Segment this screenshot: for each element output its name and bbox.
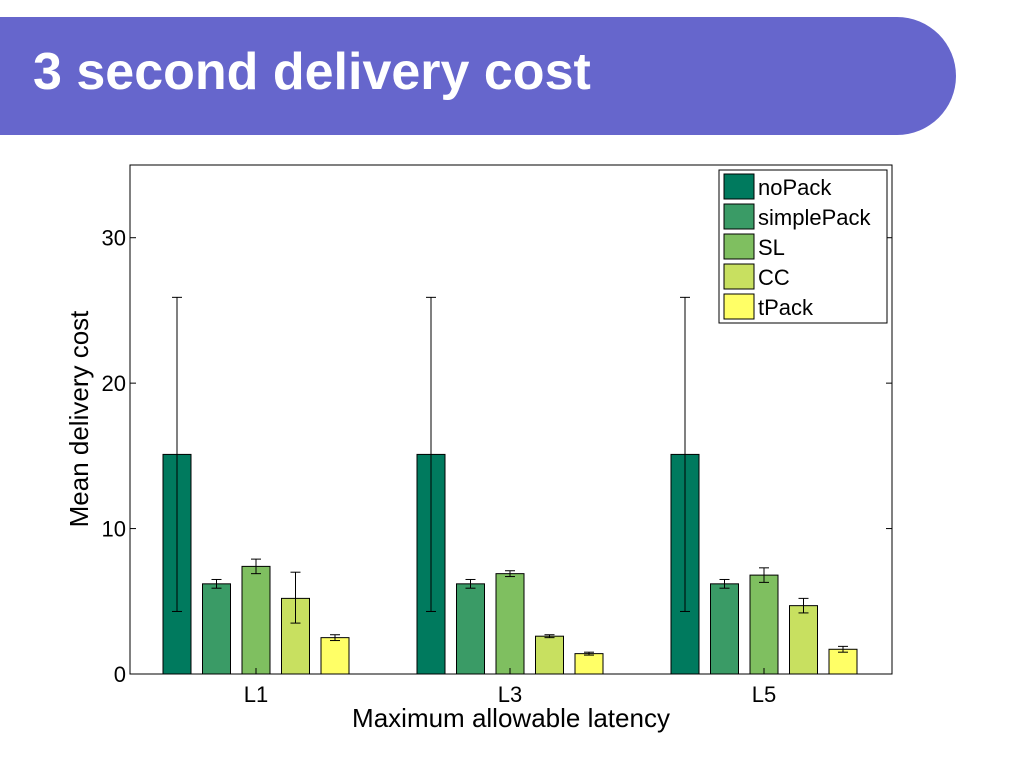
legend-swatch-CC (723, 263, 755, 290)
x-tick-label: L1 (244, 682, 268, 707)
bar-tPack-L3 (574, 653, 604, 675)
bar-CC-L5 (789, 605, 818, 675)
legend-swatch-noPack (723, 173, 755, 200)
bar-simplePack-L1 (202, 583, 231, 675)
legend-label-SL: SL (758, 235, 785, 260)
x-axis-label: Maximum allowable latency (352, 703, 670, 733)
bar-CC-L3 (535, 635, 564, 675)
title-banner (0, 17, 956, 135)
bar-SL-L1 (241, 565, 271, 675)
bar-tPack-L1 (320, 637, 350, 675)
legend-label-simplePack: simplePack (758, 205, 871, 230)
legend-swatch-tPack (723, 293, 755, 320)
legend-swatch-simplePack (723, 203, 755, 230)
x-tick-label: L5 (752, 682, 776, 707)
y-tick-label: 30 (102, 226, 126, 251)
bar-simplePack-L3 (456, 583, 485, 675)
bar-SL-L3 (495, 573, 525, 675)
legend-label-tPack: tPack (758, 295, 814, 320)
plot-area-frame (129, 164, 893, 675)
x-tick-label: L3 (498, 682, 522, 707)
axes-layer: 0 10 20 30 L1 L3 L5 (102, 226, 892, 707)
legend-label-noPack: noPack (758, 175, 832, 200)
bar-chart: 0 10 20 30 L1 L3 L5 Mean delivery cost Maximum… (64, 164, 893, 733)
y-tick-label: 20 (102, 371, 126, 396)
legend-label-CC: CC (758, 265, 790, 290)
bar-layer (162, 296, 858, 675)
bar-SL-L5 (749, 574, 779, 675)
y-axis-label: Mean delivery cost (64, 310, 94, 528)
chart-legend: noPack simplePack SL CC tPack (718, 169, 888, 324)
bar-tPack-L5 (828, 648, 858, 675)
y-tick-label: 0 (114, 662, 126, 687)
bar-simplePack-L5 (710, 583, 739, 675)
slide-title: 3 second delivery cost (33, 43, 591, 101)
y-tick-label: 10 (102, 517, 126, 542)
legend-swatch-SL (723, 233, 755, 260)
